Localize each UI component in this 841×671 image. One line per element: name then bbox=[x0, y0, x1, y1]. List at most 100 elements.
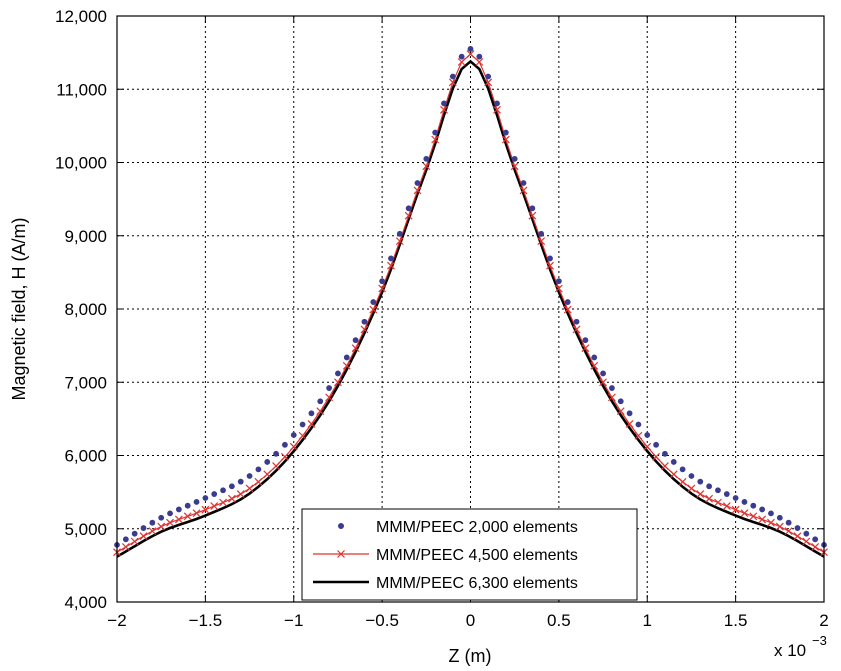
data-point bbox=[193, 499, 200, 505]
data-point-marker bbox=[758, 515, 767, 524]
data-point bbox=[511, 155, 518, 162]
data-point bbox=[653, 441, 659, 448]
data-point bbox=[158, 514, 165, 521]
data-point-marker bbox=[775, 522, 784, 531]
x-tick-label: −2 bbox=[107, 611, 126, 630]
x-tick-label: −0.5 bbox=[365, 611, 399, 630]
data-point-marker bbox=[289, 442, 298, 451]
data-point bbox=[149, 519, 156, 526]
data-point-marker bbox=[678, 477, 687, 486]
data-point-marker bbox=[572, 325, 581, 334]
data-point bbox=[308, 410, 315, 417]
data-point-marker bbox=[669, 470, 678, 479]
series-1 bbox=[114, 46, 827, 548]
data-point bbox=[750, 502, 757, 509]
data-point bbox=[494, 100, 500, 107]
data-point-marker bbox=[493, 105, 501, 114]
legend-label: MMM/PEEC 2,000 elements bbox=[376, 519, 578, 536]
data-point bbox=[812, 536, 819, 543]
data-point-marker bbox=[166, 518, 174, 527]
data-point bbox=[688, 473, 695, 479]
data-point bbox=[343, 354, 350, 361]
data-point bbox=[555, 278, 562, 285]
data-point-marker bbox=[643, 442, 652, 451]
data-point bbox=[803, 530, 810, 537]
data-point bbox=[776, 514, 783, 521]
legend-entry-1: MMM/PEEC 2,000 elements bbox=[338, 519, 578, 536]
data-point bbox=[414, 180, 421, 186]
x-tick-label: 2 bbox=[819, 611, 828, 630]
legend-entry-2: MMM/PEEC 4,500 elements bbox=[313, 547, 578, 564]
data-point bbox=[423, 155, 430, 162]
data-point-marker bbox=[634, 431, 643, 440]
data-point-marker bbox=[422, 162, 431, 171]
data-point bbox=[670, 459, 677, 465]
data-point bbox=[626, 410, 633, 417]
data-point-marker bbox=[395, 237, 404, 246]
series-3 bbox=[116, 59, 825, 558]
data-point bbox=[432, 129, 439, 136]
data-point bbox=[600, 370, 606, 377]
data-point bbox=[785, 519, 792, 526]
data-point-marker bbox=[581, 344, 590, 353]
data-point bbox=[520, 180, 527, 186]
data-point bbox=[538, 230, 545, 237]
data-point-marker bbox=[448, 78, 457, 87]
data-point-marker bbox=[811, 542, 820, 551]
legend-entry-3: MMM/PEEC 6,300 elements bbox=[313, 575, 578, 592]
data-point-marker bbox=[510, 162, 519, 171]
data-point bbox=[370, 299, 377, 305]
data-point-marker bbox=[519, 186, 528, 195]
x-scale-exponent: −3 bbox=[812, 633, 827, 648]
x-tick-label: 1 bbox=[643, 611, 652, 630]
y-tick-label: 7,000 bbox=[64, 373, 107, 392]
data-point bbox=[573, 318, 580, 325]
data-point-marker bbox=[616, 407, 625, 416]
data-point-marker bbox=[404, 211, 413, 220]
data-point-marker bbox=[484, 78, 493, 87]
data-point-marker bbox=[227, 494, 236, 503]
data-point bbox=[211, 491, 218, 497]
x-tick-label: 1.5 bbox=[724, 611, 748, 630]
data-point bbox=[644, 432, 651, 438]
data-point bbox=[131, 530, 138, 537]
series-2 bbox=[113, 50, 828, 557]
data-point bbox=[255, 466, 262, 473]
data-point bbox=[617, 398, 624, 405]
data-point bbox=[582, 337, 589, 344]
data-point-marker bbox=[139, 532, 148, 541]
data-point-marker bbox=[413, 186, 422, 195]
data-point-marker bbox=[440, 105, 448, 114]
data-point bbox=[662, 450, 668, 457]
data-point-marker bbox=[705, 494, 714, 503]
data-point bbox=[759, 506, 766, 513]
data-point bbox=[723, 491, 730, 497]
data-point bbox=[175, 506, 182, 513]
data-point-marker bbox=[272, 462, 280, 470]
data-point-marker bbox=[528, 211, 537, 220]
data-point-marker bbox=[280, 452, 289, 461]
data-point bbox=[220, 487, 226, 494]
data-point bbox=[635, 421, 642, 428]
x-scale-base: x 10 bbox=[774, 641, 806, 660]
data-point-marker bbox=[731, 505, 740, 514]
data-point bbox=[441, 100, 447, 107]
data-point-marker bbox=[625, 420, 634, 428]
data-point bbox=[140, 525, 147, 531]
data-point bbox=[264, 459, 271, 465]
data-point-marker bbox=[130, 537, 139, 546]
legend-marker bbox=[338, 523, 344, 529]
data-point-marker bbox=[121, 542, 130, 551]
data-point bbox=[706, 483, 713, 490]
data-point bbox=[326, 385, 332, 391]
y-tick-label: 12,000 bbox=[55, 7, 107, 26]
data-point-marker bbox=[563, 305, 572, 314]
data-point bbox=[228, 483, 235, 490]
data-point bbox=[396, 230, 403, 237]
y-tick-label: 10,000 bbox=[55, 154, 107, 173]
data-point-marker bbox=[387, 261, 395, 270]
data-point bbox=[449, 73, 456, 80]
data-point-marker bbox=[337, 550, 345, 558]
data-point bbox=[317, 398, 324, 405]
data-point-marker bbox=[722, 502, 731, 510]
